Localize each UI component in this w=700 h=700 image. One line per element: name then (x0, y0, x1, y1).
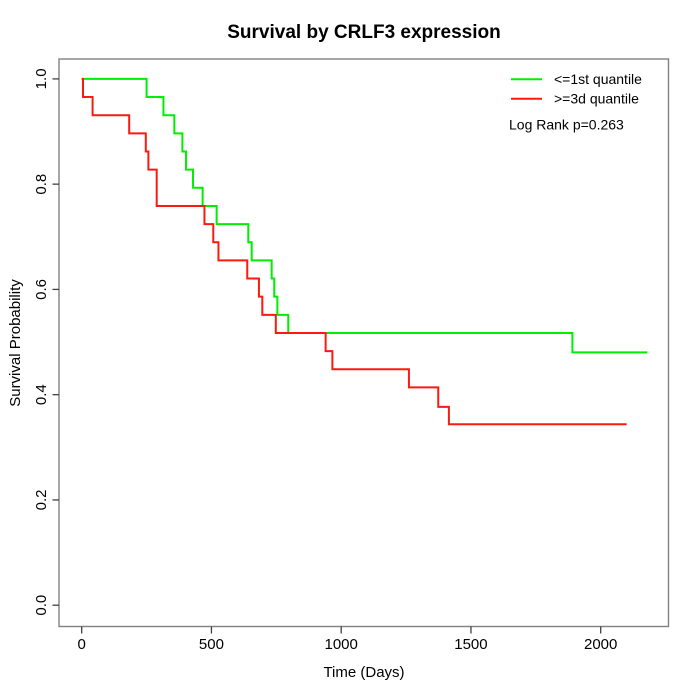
plot-area: 1.0 0.8 0.6 0.4 0.2 0.0 0 500 1000 1500 2000 (33, 58, 670, 653)
y-tick-label: 0.4 (33, 384, 50, 405)
km-curve-first-quantile (81, 77, 648, 354)
x-tick-label: 0 (78, 636, 86, 653)
plot-box (58, 58, 670, 628)
y-tick-label: 0.8 (33, 174, 50, 195)
x-tick-label: 500 (199, 636, 224, 653)
chart-title: Survival by CRLF3 expression (227, 22, 501, 43)
x-tick-label: 2000 (584, 636, 617, 653)
y-axis-label: Survival Probability (7, 279, 24, 407)
y-tick-label: 1.0 (33, 68, 50, 89)
y-tick-label: 0.6 (33, 279, 50, 300)
x-tick-label: 1000 (325, 636, 358, 653)
y-tick-label: 0.2 (33, 490, 50, 511)
legend-label-first-quantile: <=1st quantile (554, 71, 642, 87)
legend-label-third-quantile: >=3d quantile (554, 91, 639, 107)
x-axis-label: Time (Days) (323, 664, 404, 681)
log-rank-annotation: Log Rank p=0.263 (509, 117, 624, 133)
y-tick-label: 0.0 (33, 595, 50, 616)
x-tick-label: 1500 (454, 636, 487, 653)
km-curve-third-quantile (81, 77, 627, 426)
legend: <=1st quantile >=3d quantile Log Rank p=… (509, 71, 642, 133)
